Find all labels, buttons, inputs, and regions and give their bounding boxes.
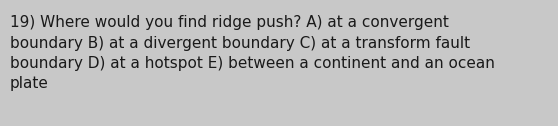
Text: 19) Where would you find ridge push? A) at a convergent
boundary B) at a diverge: 19) Where would you find ridge push? A) … (10, 15, 495, 91)
